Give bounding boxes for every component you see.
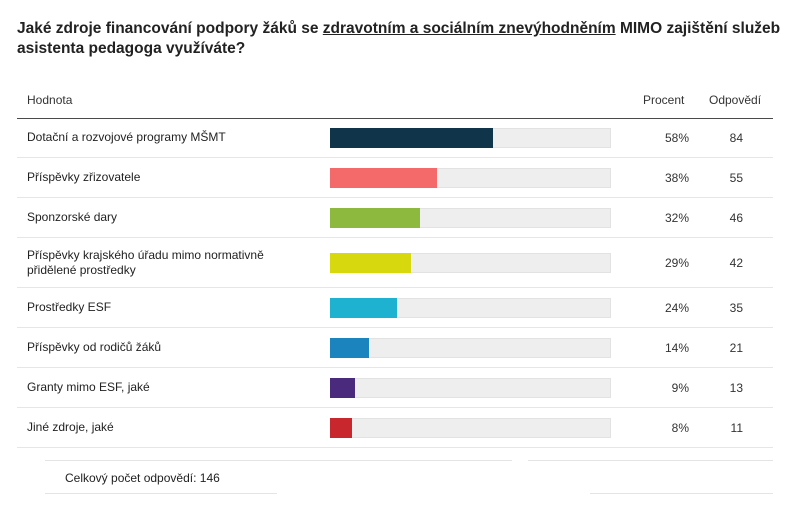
percent-label: 32% [664,211,689,225]
bar [330,298,397,318]
table-row: Příspěvky krajského úřadu mimo normativn… [17,238,773,288]
total-responses-value: 146 [199,471,220,485]
percent-label: 29% [664,256,689,270]
percent-label: 38% [664,171,689,185]
count-label: 46 [729,211,743,225]
question-text-part1: Jaké zdroje financování podpory žáků se [17,20,323,37]
table-row: Dotační a rozvojové programy MŠMT 58% 84 [17,118,773,158]
bar-track [330,253,611,273]
count-label: 13 [729,381,743,395]
bar [330,418,352,438]
question-title: Jaké zdroje financování podpory žáků se … [17,19,787,59]
footer-divider [590,493,773,494]
percent-label: 14% [664,341,689,355]
category-label: Příspěvky zřizovatele [27,170,141,184]
footer-divider [45,493,277,494]
percent-label: 9% [671,381,689,395]
footer-divider [528,460,773,461]
total-responses-label: Celkový počet odpovědí: [65,471,197,485]
count-label: 21 [729,341,743,355]
bar-track [330,338,611,358]
bar-track [330,418,611,438]
category-label: Příspěvky od rodičů žáků [27,340,162,354]
column-header-value: Hodnota [27,93,73,107]
bar [330,128,493,148]
bar-track [330,208,611,228]
bar-track [330,168,611,188]
bar [330,378,355,398]
table-row: Jiné zdroje, jaké 8% 11 [17,408,773,448]
percent-label: 24% [664,301,689,315]
category-label: Příspěvky krajského úřadu mimo normativn… [27,248,264,277]
table-header: Hodnota Procent Odpovědí [17,86,773,119]
category-label: Jiné zdroje, jaké [27,420,114,434]
question-text-part2: MIMO zajištění služeb asistenta pedagoga… [17,20,781,57]
table-row: Příspěvky od rodičů žáků 14% 21 [17,328,773,368]
count-label: 84 [729,131,743,145]
count-label: 55 [729,171,743,185]
total-responses: Celkový počet odpovědí: 146 [65,471,220,485]
bar [330,338,369,358]
category-label: Dotační a rozvojové programy MŠMT [27,130,226,144]
bar-track [330,298,611,318]
bar-track [330,128,611,148]
count-label: 11 [730,421,743,435]
bar [330,208,420,228]
category-label: Granty mimo ESF, jaké [27,380,150,394]
bar [330,168,437,188]
table-row: Příspěvky zřizovatele 38% 55 [17,158,773,198]
percent-label: 58% [664,131,689,145]
table-row: Prostředky ESF 24% 35 [17,288,773,328]
count-label: 35 [729,301,743,315]
category-label: Sponzorské dary [27,210,118,224]
category-label: Prostředky ESF [27,300,112,314]
column-header-percent: Procent [643,93,685,107]
table-row: Granty mimo ESF, jaké 9% 13 [17,368,773,408]
column-header-count: Odpovědí [709,93,762,107]
bar [330,253,411,273]
footer-divider [45,460,512,461]
percent-label: 8% [671,421,689,435]
count-label: 42 [729,256,743,270]
results-table: Dotační a rozvojové programy MŠMT 58% 84 Př… [17,118,773,448]
question-text-underlined: zdravotním a sociálním znevýhodněním [322,20,616,37]
bar-track [330,378,611,398]
table-row: Sponzorské dary 32% 46 [17,198,773,238]
